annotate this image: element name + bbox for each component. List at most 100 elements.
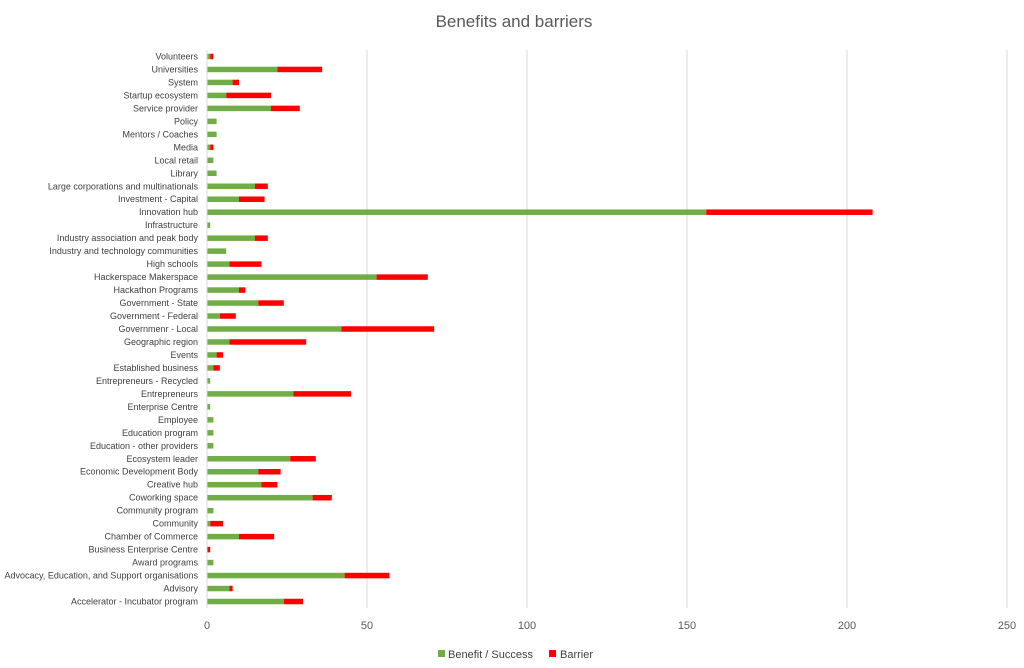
category-label: Government - State bbox=[119, 298, 198, 308]
x-tick-label: 50 bbox=[361, 620, 373, 632]
category-label: Startup ecosystem bbox=[123, 90, 198, 100]
bar-benefit bbox=[207, 183, 255, 190]
bar-barrier bbox=[376, 274, 428, 280]
legend-label-barrier: Barrier bbox=[560, 649, 593, 661]
bar-benefit bbox=[207, 572, 345, 579]
bar-benefit bbox=[207, 585, 230, 592]
bar-benefit bbox=[207, 144, 211, 151]
bar-benefit bbox=[207, 157, 214, 164]
x-tick-label: 0 bbox=[204, 620, 210, 632]
bar-benefit bbox=[207, 352, 217, 358]
bar-benefit bbox=[207, 66, 278, 73]
category-label: System bbox=[168, 77, 198, 87]
category-label: Award programs bbox=[132, 558, 198, 568]
bar-benefit bbox=[207, 287, 239, 293]
category-labels: Volunteers Universities System Startup ecos… bbox=[5, 51, 199, 606]
bar-benefit bbox=[207, 196, 239, 202]
bar-barrier bbox=[344, 572, 390, 579]
x-tick-label: 100 bbox=[518, 620, 536, 632]
category-label: Creative hub bbox=[147, 480, 198, 490]
bar-benefit bbox=[207, 235, 255, 241]
legend: Benefit / Success Barrier bbox=[438, 649, 593, 661]
category-label: Universities bbox=[151, 64, 198, 74]
bar-barrier bbox=[293, 391, 351, 397]
bar-benefit bbox=[207, 417, 214, 423]
bar-barrier bbox=[258, 468, 281, 475]
category-label: Volunteers bbox=[155, 51, 198, 61]
bar-benefit bbox=[207, 274, 377, 280]
x-tick-label: 250 bbox=[998, 620, 1016, 632]
bar-benefit bbox=[207, 430, 214, 436]
category-label: Advisory bbox=[163, 584, 198, 594]
legend-label-benefit: Benefit / Success bbox=[448, 649, 533, 661]
category-label: Geographic region bbox=[124, 337, 198, 347]
category-label: Employee bbox=[158, 415, 198, 425]
bar-benefit bbox=[207, 365, 214, 371]
category-label: Education - other providers bbox=[90, 441, 199, 451]
bar-barrier bbox=[258, 300, 284, 306]
bar-benefit bbox=[207, 53, 211, 60]
bar-barrier bbox=[229, 339, 307, 345]
bar-barrier bbox=[232, 79, 239, 86]
bar-benefit bbox=[207, 209, 707, 215]
bar-barrier bbox=[255, 183, 268, 190]
category-label: Advocacy, Education, and Support organis… bbox=[5, 571, 199, 581]
category-label: Ecosystem leader bbox=[126, 454, 198, 464]
bar-barrier bbox=[229, 261, 262, 267]
bar-barrier bbox=[706, 209, 873, 215]
category-label: Hackathon Programs bbox=[113, 285, 198, 295]
bar-barrier bbox=[290, 456, 316, 462]
bar-benefit bbox=[207, 391, 294, 397]
gridlines bbox=[366, 50, 1008, 608]
bar-benefit bbox=[207, 533, 239, 540]
category-label: Community program bbox=[116, 506, 198, 516]
x-tick-labels: 0 50 100 150 200 250 bbox=[204, 620, 1016, 632]
bar-benefit bbox=[207, 92, 227, 99]
bar-barrier bbox=[213, 365, 220, 371]
bars bbox=[206, 50, 873, 608]
bar-barrier bbox=[341, 326, 435, 332]
category-label: Education program bbox=[122, 428, 198, 438]
bar-barrier bbox=[239, 533, 275, 540]
bar-benefit bbox=[207, 105, 271, 112]
category-label: Industry and technology communities bbox=[49, 246, 198, 256]
bar-barrier bbox=[283, 598, 303, 605]
bar-barrier bbox=[255, 235, 268, 241]
category-label: Local retail bbox=[154, 155, 198, 165]
bar-benefit bbox=[207, 300, 259, 306]
category-label: High schools bbox=[146, 259, 198, 269]
bar-benefit bbox=[207, 131, 217, 138]
bar-barrier bbox=[216, 352, 223, 358]
bar-benefit bbox=[207, 468, 259, 475]
category-label: Industry association and peak body bbox=[57, 233, 199, 243]
category-label: Business Enterprise Centre bbox=[88, 545, 198, 555]
bar-benefit bbox=[207, 79, 233, 86]
category-label: Large corporations and multinationals bbox=[48, 181, 199, 191]
bar-benefit bbox=[207, 404, 211, 410]
category-label: Community bbox=[152, 519, 198, 529]
bar-benefit bbox=[207, 520, 211, 527]
bar-barrier bbox=[239, 196, 265, 202]
category-label: Library bbox=[170, 168, 198, 178]
bar-barrier bbox=[229, 585, 233, 592]
bar-barrier bbox=[210, 53, 214, 60]
category-label: Enterprise Centre bbox=[127, 402, 198, 412]
category-label: Infrastructure bbox=[145, 220, 198, 230]
bar-barrier bbox=[261, 481, 278, 488]
category-label: Mentors / Coaches bbox=[122, 129, 198, 139]
bar-benefit bbox=[207, 118, 217, 125]
category-label: Government - Federal bbox=[110, 311, 198, 321]
bar-benefit bbox=[207, 507, 214, 514]
category-label: Innovation hub bbox=[139, 207, 198, 217]
legend-swatch-benefit bbox=[438, 650, 445, 657]
bar-benefit bbox=[207, 481, 262, 488]
category-label: Media bbox=[173, 142, 198, 152]
category-label: Investment - Capital bbox=[118, 194, 198, 204]
bar-benefit bbox=[207, 170, 217, 177]
x-tick-label: 150 bbox=[678, 620, 696, 632]
bar-benefit bbox=[207, 339, 230, 345]
bar-benefit bbox=[207, 443, 214, 449]
category-label: Established business bbox=[113, 363, 198, 373]
category-label: Governmenr - Local bbox=[118, 324, 198, 334]
category-label: Accelerator - Incubator program bbox=[71, 597, 198, 607]
